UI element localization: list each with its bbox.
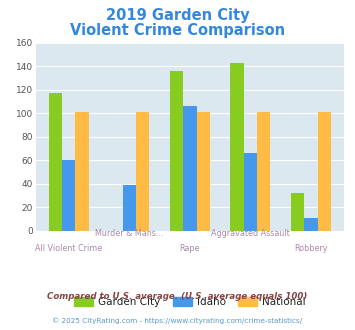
- Legend: Garden City, Idaho, National: Garden City, Idaho, National: [70, 293, 310, 311]
- Bar: [123, 185, 136, 231]
- Text: Compared to U.S. average. (U.S. average equals 100): Compared to U.S. average. (U.S. average …: [47, 292, 308, 301]
- Bar: [76, 112, 89, 231]
- Bar: [197, 112, 210, 231]
- Text: All Violent Crime: All Violent Crime: [35, 244, 103, 252]
- Bar: [244, 153, 257, 231]
- Bar: [136, 112, 149, 231]
- Text: Robbery: Robbery: [294, 244, 328, 252]
- Text: Murder & Mans...: Murder & Mans...: [95, 229, 164, 238]
- Bar: [183, 106, 197, 231]
- Text: Rape: Rape: [180, 244, 200, 252]
- Bar: [291, 193, 304, 231]
- Text: Aggravated Assault: Aggravated Assault: [211, 229, 290, 238]
- Text: Violent Crime Comparison: Violent Crime Comparison: [70, 23, 285, 38]
- Bar: [230, 63, 244, 231]
- Text: 2019 Garden City: 2019 Garden City: [106, 8, 249, 23]
- Bar: [49, 93, 62, 231]
- Bar: [170, 71, 183, 231]
- Bar: [62, 160, 76, 231]
- Bar: [318, 112, 331, 231]
- Bar: [257, 112, 271, 231]
- Bar: [304, 218, 318, 231]
- Text: © 2025 CityRating.com - https://www.cityrating.com/crime-statistics/: © 2025 CityRating.com - https://www.city…: [53, 317, 302, 324]
